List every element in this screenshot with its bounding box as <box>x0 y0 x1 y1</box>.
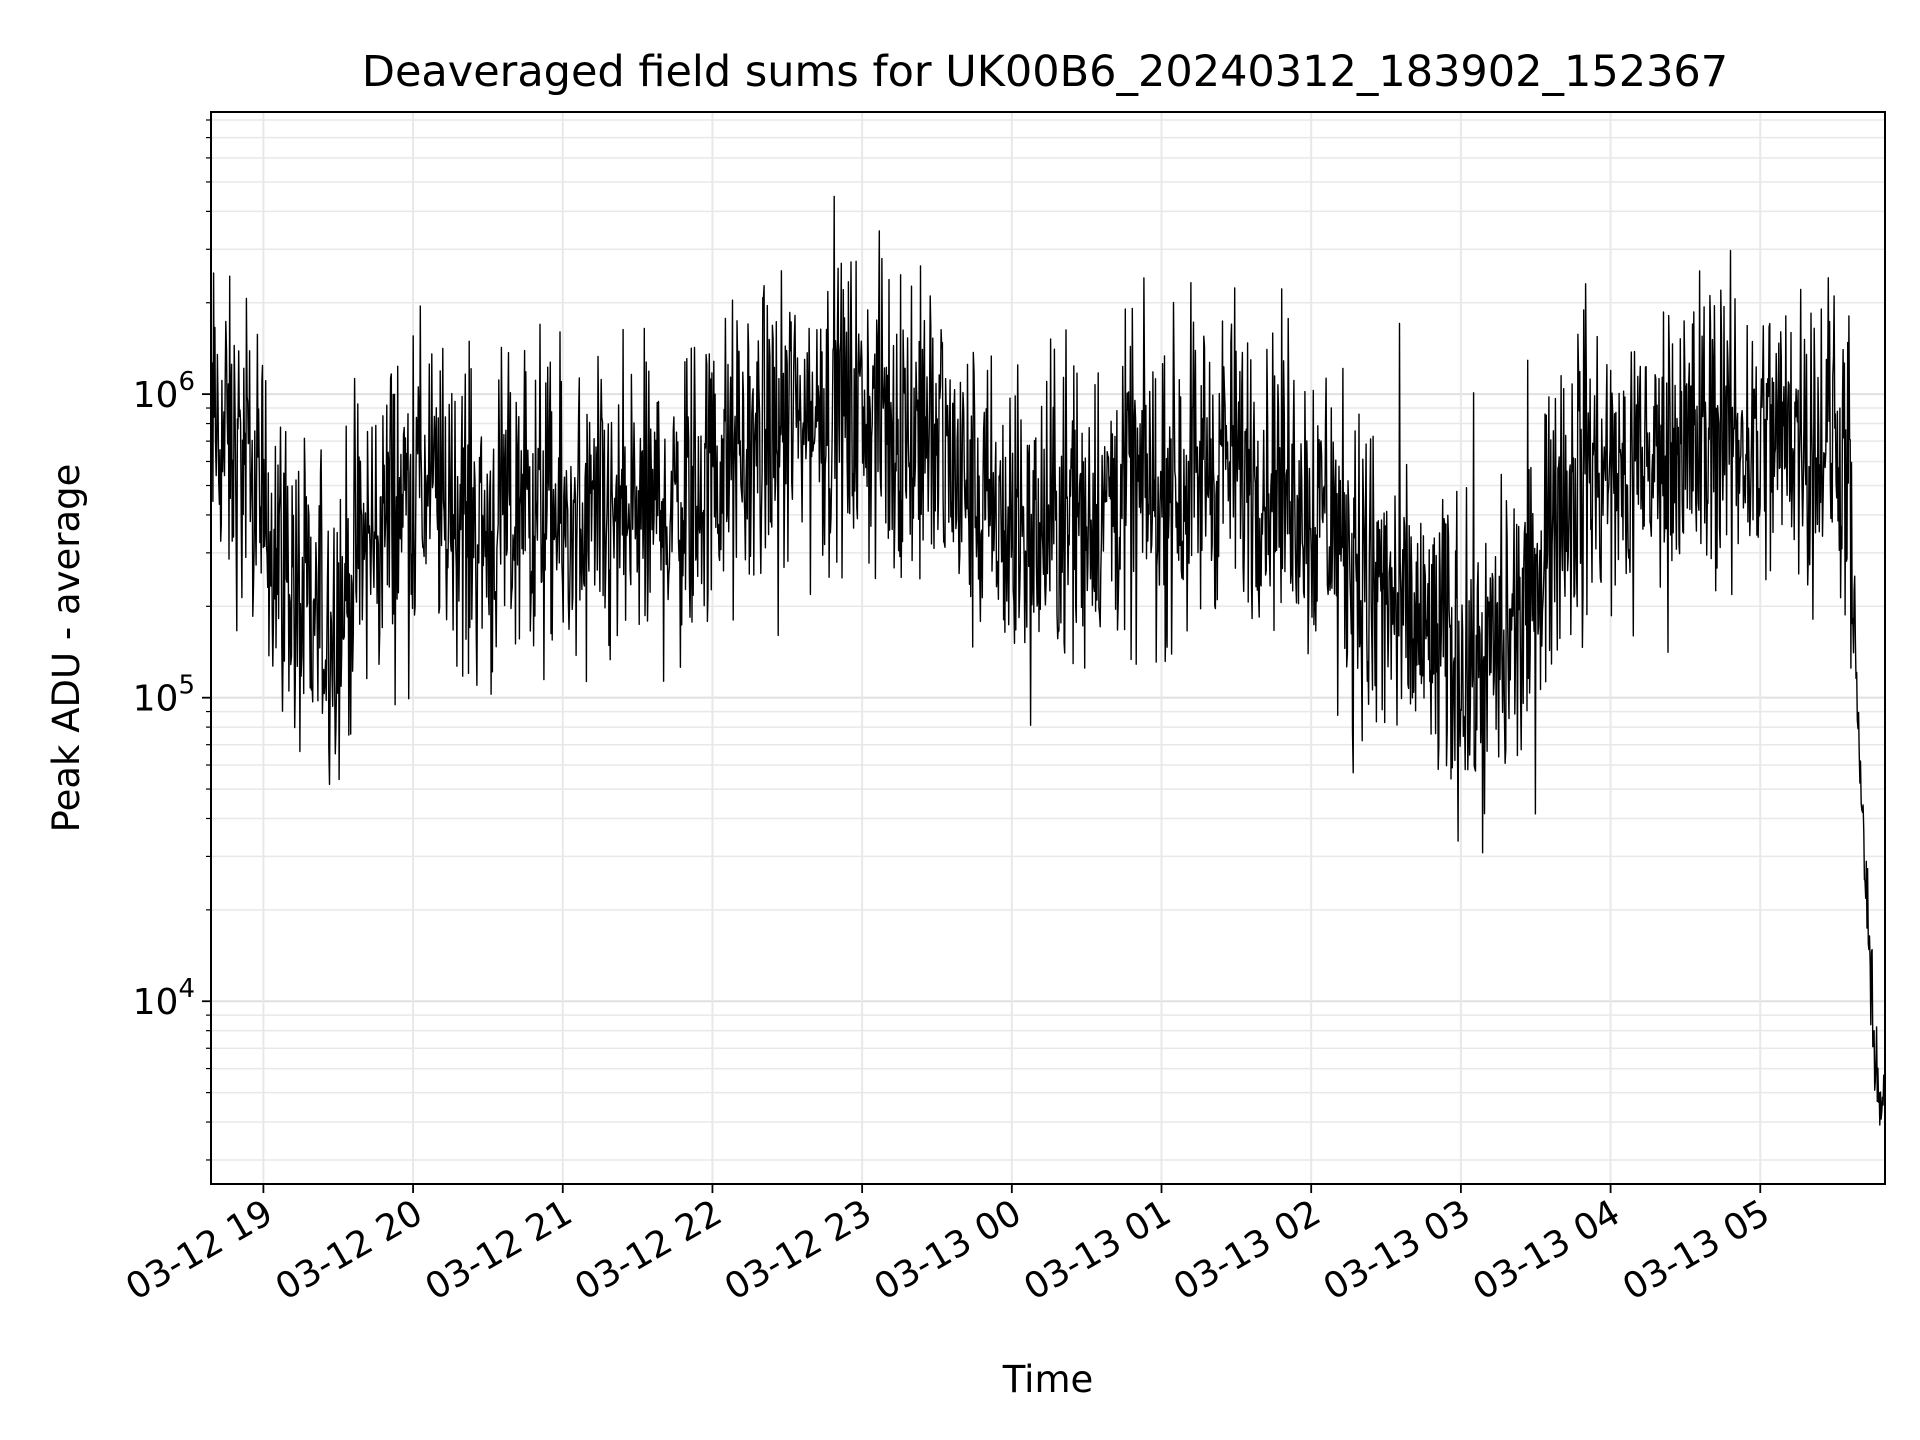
y-tick-label: 104 <box>133 974 195 1023</box>
x-tick-label: 03-13 04 <box>1466 1192 1627 1308</box>
x-tick-label: 03-12 20 <box>269 1192 430 1308</box>
series-line <box>210 195 1886 1126</box>
x-tick-label: 03-13 01 <box>1017 1192 1178 1308</box>
x-tick-label: 03-12 21 <box>419 1192 580 1308</box>
y-tick-label: 106 <box>133 367 195 416</box>
data-series <box>210 195 1886 1126</box>
x-tick-label: 03-13 00 <box>868 1192 1029 1308</box>
chart-title: Deaveraged field sums for UK00B6_2024031… <box>362 47 1728 97</box>
plot-frame <box>210 111 1886 1185</box>
x-axis-label: Time <box>1002 1358 1094 1401</box>
x-tick-label: 03-12 23 <box>718 1192 879 1308</box>
y-tick-label: 105 <box>133 671 195 720</box>
y-axis: 104 105 106 <box>133 119 211 1161</box>
y-axis-label: Peak ADU - average <box>45 464 88 833</box>
x-tick-label: 03-13 02 <box>1167 1192 1328 1308</box>
x-tick-label: 03-12 22 <box>568 1192 729 1308</box>
x-tick-label: 03-13 03 <box>1317 1192 1478 1308</box>
x-tick-label: 03-12 19 <box>119 1192 280 1308</box>
x-tick-label: 03-13 05 <box>1616 1192 1777 1308</box>
